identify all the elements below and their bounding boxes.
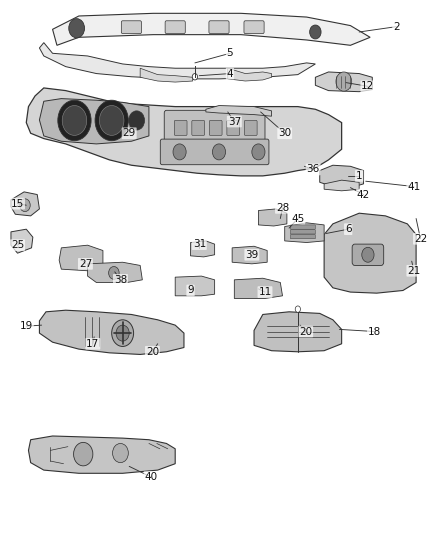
Circle shape <box>112 320 134 346</box>
Text: 30: 30 <box>278 128 291 138</box>
Circle shape <box>20 199 30 212</box>
Text: 39: 39 <box>245 250 258 260</box>
Text: 22: 22 <box>414 234 427 244</box>
Text: 25: 25 <box>11 240 24 250</box>
Text: 6: 6 <box>345 224 352 234</box>
Text: 28: 28 <box>276 203 289 213</box>
FancyBboxPatch shape <box>209 120 222 135</box>
Text: 1: 1 <box>356 171 363 181</box>
Text: 5: 5 <box>226 49 233 58</box>
Text: 45: 45 <box>291 214 304 223</box>
FancyBboxPatch shape <box>227 120 240 135</box>
Circle shape <box>362 247 374 262</box>
Text: 29: 29 <box>123 128 136 138</box>
Text: 9: 9 <box>187 286 194 295</box>
FancyBboxPatch shape <box>174 120 187 135</box>
Circle shape <box>212 144 226 160</box>
PathPatch shape <box>232 246 267 264</box>
Circle shape <box>95 100 128 141</box>
Text: 21: 21 <box>407 266 420 276</box>
Circle shape <box>252 144 265 160</box>
Text: 27: 27 <box>79 259 92 269</box>
FancyBboxPatch shape <box>352 244 384 265</box>
PathPatch shape <box>175 276 215 296</box>
PathPatch shape <box>285 223 324 243</box>
PathPatch shape <box>320 165 364 188</box>
FancyBboxPatch shape <box>244 120 257 135</box>
PathPatch shape <box>39 43 315 79</box>
Circle shape <box>109 266 119 279</box>
Text: 18: 18 <box>368 327 381 336</box>
FancyBboxPatch shape <box>290 235 315 239</box>
FancyBboxPatch shape <box>209 21 229 34</box>
Circle shape <box>62 106 87 135</box>
Text: 2: 2 <box>393 22 400 31</box>
PathPatch shape <box>53 13 370 45</box>
Circle shape <box>113 443 128 463</box>
FancyBboxPatch shape <box>121 21 141 34</box>
FancyBboxPatch shape <box>192 120 205 135</box>
Text: 36: 36 <box>307 165 320 174</box>
PathPatch shape <box>39 310 184 354</box>
Text: 15: 15 <box>11 199 24 208</box>
Text: 11: 11 <box>258 287 272 297</box>
Text: 42: 42 <box>357 190 370 199</box>
Circle shape <box>69 19 85 38</box>
PathPatch shape <box>324 180 359 191</box>
Text: 41: 41 <box>407 182 420 191</box>
Circle shape <box>74 442 93 466</box>
Text: 12: 12 <box>361 82 374 91</box>
PathPatch shape <box>315 72 372 92</box>
PathPatch shape <box>234 278 283 298</box>
PathPatch shape <box>191 241 215 257</box>
Text: 40: 40 <box>145 472 158 482</box>
FancyBboxPatch shape <box>164 110 265 141</box>
Circle shape <box>58 100 91 141</box>
PathPatch shape <box>324 213 416 293</box>
Circle shape <box>116 325 129 341</box>
FancyBboxPatch shape <box>244 21 264 34</box>
Circle shape <box>192 74 198 80</box>
Text: 38: 38 <box>114 275 127 285</box>
PathPatch shape <box>206 106 272 116</box>
PathPatch shape <box>39 99 149 144</box>
PathPatch shape <box>11 229 33 253</box>
Circle shape <box>310 25 321 39</box>
Circle shape <box>173 144 186 160</box>
PathPatch shape <box>28 436 175 473</box>
PathPatch shape <box>258 209 287 226</box>
PathPatch shape <box>11 192 39 216</box>
FancyBboxPatch shape <box>290 225 315 229</box>
Circle shape <box>129 111 145 130</box>
Text: 20: 20 <box>146 347 159 357</box>
FancyBboxPatch shape <box>165 21 185 34</box>
PathPatch shape <box>140 68 193 82</box>
PathPatch shape <box>228 68 272 81</box>
Circle shape <box>336 72 352 91</box>
PathPatch shape <box>59 245 103 271</box>
Text: 17: 17 <box>86 339 99 349</box>
Text: 19: 19 <box>20 321 33 331</box>
FancyBboxPatch shape <box>290 230 315 234</box>
Text: 4: 4 <box>226 69 233 78</box>
PathPatch shape <box>88 262 142 282</box>
Text: 20: 20 <box>299 327 312 336</box>
Circle shape <box>295 306 300 312</box>
Text: 31: 31 <box>193 239 206 249</box>
PathPatch shape <box>254 312 342 352</box>
PathPatch shape <box>26 88 342 176</box>
Circle shape <box>99 106 124 135</box>
FancyBboxPatch shape <box>160 139 269 165</box>
Text: 37: 37 <box>228 117 241 126</box>
